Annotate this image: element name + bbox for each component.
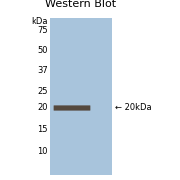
Text: 15: 15 (37, 125, 48, 134)
Text: ← 20kDa: ← 20kDa (115, 103, 152, 112)
Text: 50: 50 (37, 46, 48, 55)
Text: 25: 25 (37, 87, 48, 96)
FancyBboxPatch shape (54, 105, 90, 111)
Text: kDa: kDa (31, 17, 48, 26)
Text: 20: 20 (37, 103, 48, 112)
Text: 10: 10 (37, 147, 48, 156)
Text: Western Blot: Western Blot (45, 0, 117, 9)
Text: 75: 75 (37, 26, 48, 35)
Text: 37: 37 (37, 66, 48, 75)
Bar (50, 18, 112, 175)
